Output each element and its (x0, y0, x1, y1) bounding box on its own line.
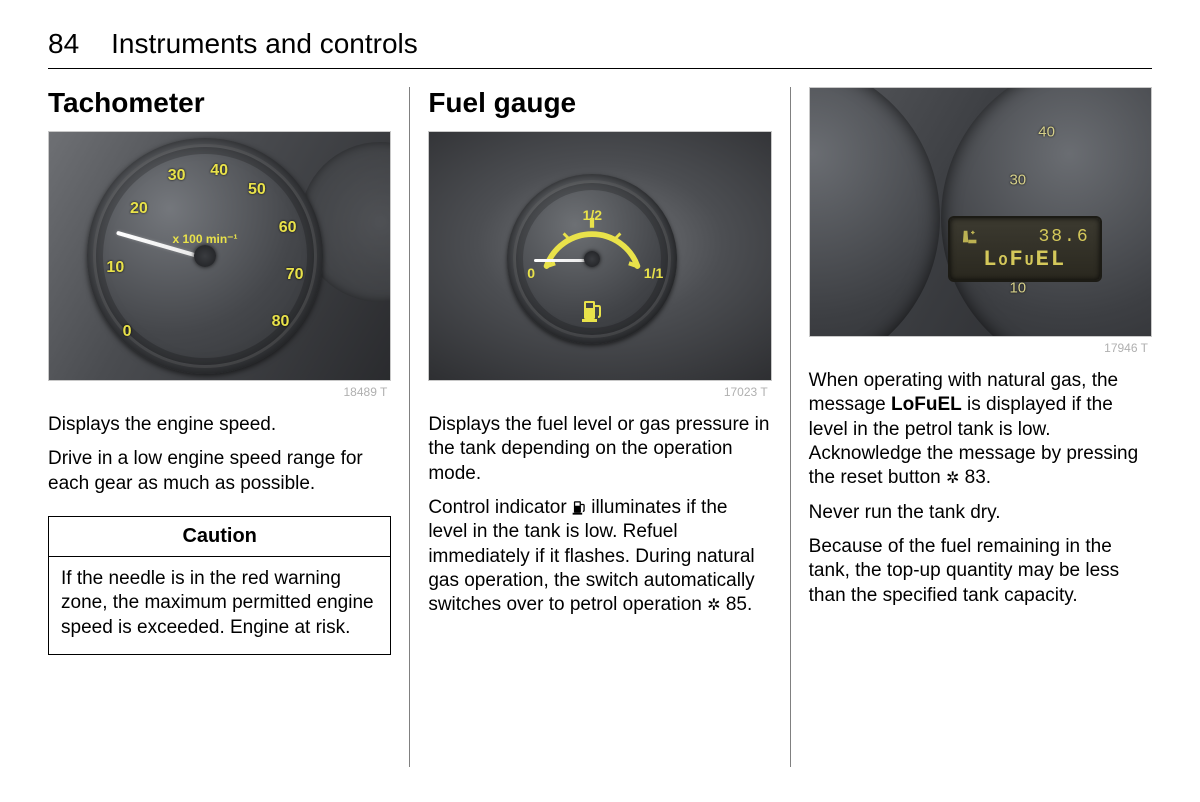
column-lofuel: 10 20 30 40 38.6 LoFuEL 17946 T When (790, 87, 1152, 767)
tacho-tick-0: 0 (123, 323, 132, 341)
caution-body: If the needle is in the red warning zone… (49, 557, 390, 654)
tacho-figure-caption: 18489 T (48, 385, 391, 399)
tacho-paragraph-1: Displays the engine speed. (48, 413, 391, 437)
lofuel-paragraph-3: Because of the fuel remaining in the tan… (809, 535, 1152, 608)
fuel-dial: 0 1/2 1/1 (507, 174, 677, 344)
page-number: 84 (48, 28, 79, 60)
lofuel-figure: 10 20 30 40 38.6 LoFuEL (809, 87, 1152, 337)
fuel-pump-inline-icon (572, 499, 586, 515)
lcd-top-value: 38.6 (1038, 227, 1089, 247)
lofuel-paragraph-2: Never run the tank dry. (809, 501, 1152, 525)
tachometer-figure: 0 10 20 30 40 50 60 70 80 x 100 min⁻¹ (48, 131, 391, 381)
caution-box: Caution If the needle is in the red warn… (48, 516, 391, 655)
speedo-10: 10 (1009, 280, 1026, 297)
seat-icon (960, 228, 982, 246)
tacho-paragraph-2: Drive in a low engine speed range for ea… (48, 447, 391, 496)
fuel-needle-hub (584, 251, 600, 267)
tacho-tick-30: 30 (168, 167, 186, 185)
fuel-paragraph-2: Control indicator illuminates if the lev… (428, 496, 771, 618)
caution-title: Caution (49, 517, 390, 557)
tacho-tick-10: 10 (106, 259, 124, 277)
fuel-p2-a: Control indicator (428, 497, 572, 518)
tacho-tick-80: 80 (272, 313, 290, 331)
lofuel-figure-caption: 17946 T (809, 341, 1152, 355)
tacho-tick-20: 20 (130, 200, 148, 218)
content-columns: Tachometer 0 10 20 30 40 50 60 70 80 x 1… (48, 87, 1152, 767)
cross-ref-icon: ✲ (707, 596, 720, 616)
lcd-lofuel-text: LoFuEL (983, 247, 1066, 272)
tachometer-dial: 0 10 20 30 40 50 60 70 80 x 100 min⁻¹ (87, 138, 323, 374)
fuel-gauge-figure: 0 1/2 1/1 (428, 131, 771, 381)
lofuel-paragraph-1: When operating with natural gas, the mes… (809, 369, 1152, 491)
fuel-figure-caption: 17023 T (428, 385, 771, 399)
speedo-40: 40 (1038, 123, 1055, 140)
fuel-p2-ref: 85. (726, 594, 752, 615)
tacho-tick-70: 70 (286, 266, 304, 284)
page-header: 84 Instruments and controls (48, 28, 1152, 69)
speedometer-partial: 10 20 30 40 (941, 87, 1152, 337)
tacho-tick-60: 60 (279, 219, 297, 237)
fuel-tick-empty: 0 (527, 265, 535, 281)
column-tachometer: Tachometer 0 10 20 30 40 50 60 70 80 x 1… (48, 87, 409, 767)
speedo-30: 30 (1009, 171, 1026, 188)
fuel-paragraph-1: Displays the fuel level or gas pressure … (428, 413, 771, 486)
tacho-tick-40: 40 (210, 162, 228, 180)
lcd-display: 38.6 LoFuEL (950, 218, 1100, 280)
fuel-tick-full: 1/1 (644, 265, 663, 281)
chapter-title: Instruments and controls (111, 28, 418, 60)
fuel-pump-icon (581, 298, 603, 322)
fuel-heading: Fuel gauge (428, 87, 771, 119)
tachometer-heading: Tachometer (48, 87, 391, 119)
lofuel-p1-ref: 83. (965, 467, 991, 488)
fuel-tick-half: 1/2 (583, 207, 602, 223)
column-fuel-gauge: Fuel gauge 0 1/2 1/1 (409, 87, 789, 767)
tacho-tick-50: 50 (248, 181, 266, 199)
cross-ref-icon: ✲ (946, 469, 959, 489)
tacho-needle-hub (194, 245, 216, 267)
lofuel-bold: LoFuEL (891, 394, 962, 415)
